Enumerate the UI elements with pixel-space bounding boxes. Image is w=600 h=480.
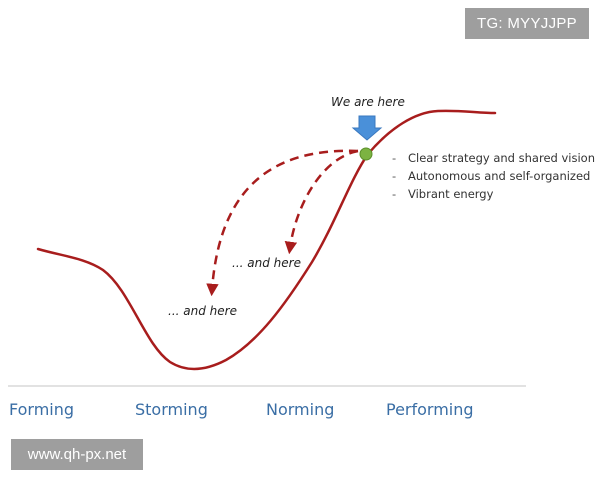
stage-label-forming: Forming (9, 400, 75, 419)
current-position-marker (359, 147, 373, 161)
list-item: - Autonomous and self-organized (392, 169, 591, 183)
stage-label-norming: Norming (266, 400, 335, 419)
site-url-watermark: www.qh-px.net (11, 439, 143, 470)
stage-label-performing: Performing (386, 400, 474, 419)
regress-to-storming-arrow (206, 149, 359, 297)
and-here-storming-label: ... and here (168, 304, 237, 318)
performing-traits-list: - Clear strategy and shared vision - Auton… (392, 149, 595, 203)
stage-label-storming: Storming (135, 400, 208, 419)
and-here-norming-label: ... and here (232, 256, 301, 270)
regress-to-norming-arrow (284, 149, 359, 255)
we-are-here-label: We are here (331, 95, 405, 109)
telegram-tag-watermark: TG: MYYJJPP (465, 8, 589, 39)
list-item: - Vibrant energy (392, 187, 494, 201)
team-performance-curve (36, 109, 497, 371)
list-item: - Clear strategy and shared vision (392, 151, 595, 165)
current-position-pointer-icon (351, 115, 383, 141)
